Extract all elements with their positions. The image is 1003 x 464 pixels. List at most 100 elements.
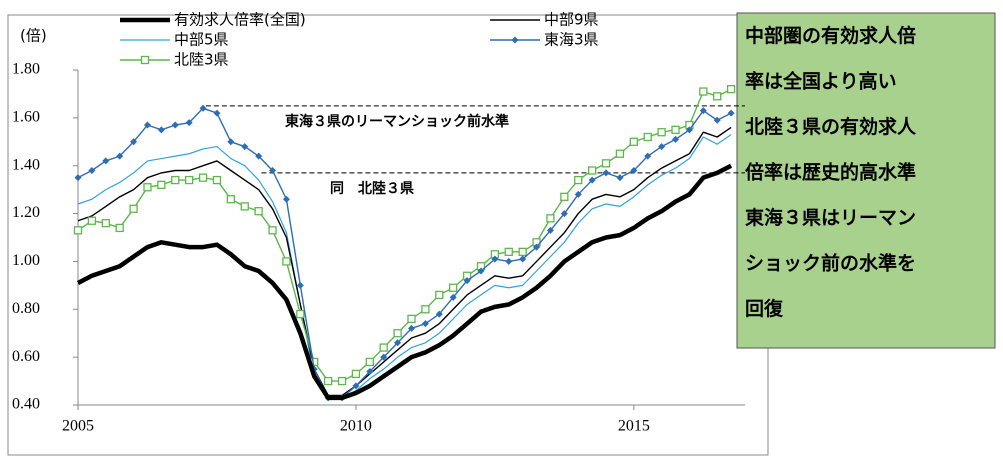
series-line <box>77 126 732 397</box>
chart-border <box>7 14 769 456</box>
marker <box>380 353 388 361</box>
marker <box>115 223 124 233</box>
marker <box>87 216 97 225</box>
marker <box>726 84 736 94</box>
marker <box>337 376 347 386</box>
marker <box>421 305 430 314</box>
marker <box>574 190 582 198</box>
marker <box>296 281 304 289</box>
marker <box>365 357 374 367</box>
marker <box>394 339 402 347</box>
note-line: 東海３県はリーマン <box>745 206 916 229</box>
marker <box>477 267 485 275</box>
marker <box>407 314 416 324</box>
marker <box>574 175 583 185</box>
legend-label: 中部9県 <box>544 11 599 29</box>
y-tick-label: 1.20 <box>12 204 40 221</box>
marker <box>616 174 624 182</box>
marker <box>672 135 680 143</box>
marker <box>282 257 291 266</box>
marker <box>671 125 680 134</box>
marker <box>74 174 82 182</box>
marker <box>185 175 194 185</box>
note-line: 率は全国より高い <box>745 70 897 93</box>
y-tick-label: 1.80 <box>12 61 40 78</box>
marker <box>601 159 611 168</box>
marker <box>449 283 458 292</box>
y-axis-label: (倍) <box>20 27 47 45</box>
marker <box>351 369 361 379</box>
marker <box>227 138 235 146</box>
series-line <box>77 134 732 399</box>
legend-marker <box>511 36 519 44</box>
marker <box>255 152 263 160</box>
note-line: 中部圏の有効求人倍 <box>745 24 916 47</box>
marker <box>393 329 402 338</box>
marker <box>435 310 443 318</box>
marker <box>213 109 221 117</box>
marker <box>157 126 165 134</box>
marker <box>199 104 207 112</box>
marker <box>713 92 722 101</box>
marker <box>268 226 277 235</box>
marker <box>643 132 652 142</box>
marker <box>88 167 96 174</box>
marker <box>560 210 568 218</box>
marker <box>560 192 569 201</box>
marker <box>630 167 638 174</box>
marker <box>282 195 290 203</box>
y-tick-label: 0.60 <box>12 348 40 365</box>
x-tick-label: 2010 <box>340 418 372 435</box>
legend-label: 有効求人倍率(全国) <box>174 11 306 29</box>
series-line <box>76 163 733 401</box>
marker <box>269 167 277 174</box>
note-line: 回復 <box>745 297 784 320</box>
legend-marker <box>140 55 150 65</box>
marker <box>518 247 527 257</box>
note-line: ショック前の水準を <box>745 252 916 275</box>
marker <box>615 149 625 158</box>
marker <box>73 226 83 235</box>
marker <box>226 195 236 204</box>
marker <box>699 107 707 115</box>
legend-label: 東海3県 <box>544 31 599 49</box>
marker <box>129 204 138 213</box>
legend-label: 中部5県 <box>174 31 229 49</box>
marker <box>102 157 110 165</box>
marker <box>463 277 471 285</box>
marker <box>352 382 360 390</box>
marker <box>644 152 652 160</box>
note-line: 北陸３県の有効求人 <box>745 115 917 138</box>
marker <box>588 176 596 184</box>
note-line: 倍率は歴史的高水準 <box>745 161 916 184</box>
marker <box>116 152 124 160</box>
x-tick-label: 2005 <box>62 418 94 435</box>
marker <box>699 87 708 96</box>
marker <box>587 166 597 175</box>
marker <box>685 126 693 134</box>
note-box <box>736 12 996 349</box>
marker <box>101 218 110 228</box>
marker <box>366 368 374 375</box>
marker <box>533 243 541 251</box>
marker <box>379 343 388 352</box>
marker <box>171 121 179 129</box>
marker <box>658 143 666 151</box>
marker <box>323 376 333 386</box>
marker <box>130 138 138 146</box>
y-tick-label: 1.40 <box>12 156 40 173</box>
x-tick-label: 2015 <box>618 418 650 435</box>
marker <box>546 226 554 234</box>
marker <box>504 247 513 257</box>
y-tick-label: 1.00 <box>12 252 40 269</box>
annotation: 同 北陸３県 <box>330 180 414 197</box>
marker <box>491 255 499 263</box>
marker <box>727 109 735 117</box>
marker <box>143 183 152 192</box>
marker <box>241 143 249 151</box>
annotation: 東海３県のリーマンショック前水準 <box>285 113 509 130</box>
marker <box>602 169 610 177</box>
y-tick-label: 0.80 <box>12 300 40 317</box>
marker <box>185 119 193 127</box>
